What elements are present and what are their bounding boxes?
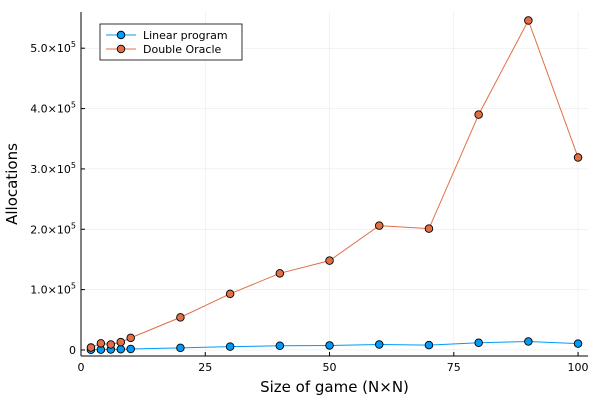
series-1-point-1 — [96, 339, 106, 348]
series-0-point-8 — [325, 341, 334, 350]
series-1-point-5 — [176, 313, 185, 322]
series-0-point-9 — [374, 340, 384, 349]
y-tick-label-3: 3.0×105 — [30, 161, 76, 176]
y-tick-label-2: 2.0×105 — [30, 221, 76, 236]
series-0 — [86, 337, 583, 355]
x-tick-label-3: 75 — [447, 361, 461, 374]
series-0-point-12 — [524, 337, 533, 346]
series-0-point-11 — [474, 338, 483, 347]
series-0-point-6 — [225, 342, 235, 351]
y-tick-label-0: 0 — [69, 344, 76, 357]
series-0-point-3 — [116, 344, 126, 354]
series-1-point-7 — [275, 269, 285, 278]
series-0-point-4 — [126, 344, 135, 354]
legend-label-1: Double Oracle — [143, 43, 222, 56]
series-1-point-12 — [524, 16, 533, 25]
series-1-point-11 — [474, 110, 483, 119]
legend-marker-0 — [116, 30, 126, 40]
series-1-point-2 — [106, 340, 116, 349]
x-tick-label-4: 100 — [568, 361, 589, 374]
series-1-point-3 — [116, 337, 126, 347]
series-0-point-13 — [573, 339, 583, 348]
series-1-point-4 — [126, 333, 135, 343]
ticks: 0 25 50 75 100 0 1.0×105 2.0×105 3.0×105 4.0×105 5… — [30, 40, 588, 374]
y-tick-label-4: 4.0×105 — [30, 101, 76, 116]
y-tick-label-5: 5.0×105 — [30, 40, 76, 55]
series — [86, 16, 583, 355]
series-1-point-0 — [86, 343, 96, 352]
series-1-point-10 — [424, 224, 434, 233]
series-0-point-5 — [176, 343, 185, 353]
x-tick-label-0: 0 — [78, 361, 85, 374]
series-1-point-13 — [573, 153, 583, 162]
y-tick-label-1: 1.0×105 — [30, 282, 76, 297]
series-1 — [86, 16, 583, 352]
series-0-point-10 — [424, 340, 434, 350]
x-axis-title: Size of game (N×N) — [260, 378, 409, 396]
legend-label-0: Linear program — [143, 29, 228, 42]
axes — [80, 12, 588, 357]
x-tick-label-1: 25 — [198, 361, 212, 374]
series-0-point-7 — [275, 341, 285, 350]
y-axis-title: Allocations — [3, 143, 21, 225]
series-1-point-9 — [374, 221, 384, 230]
series-1-point-6 — [225, 289, 235, 299]
legend-marker-1 — [116, 44, 126, 54]
legend-box — [99, 23, 243, 61]
x-tick-label-2: 50 — [323, 361, 337, 374]
series-1-point-8 — [325, 256, 334, 265]
